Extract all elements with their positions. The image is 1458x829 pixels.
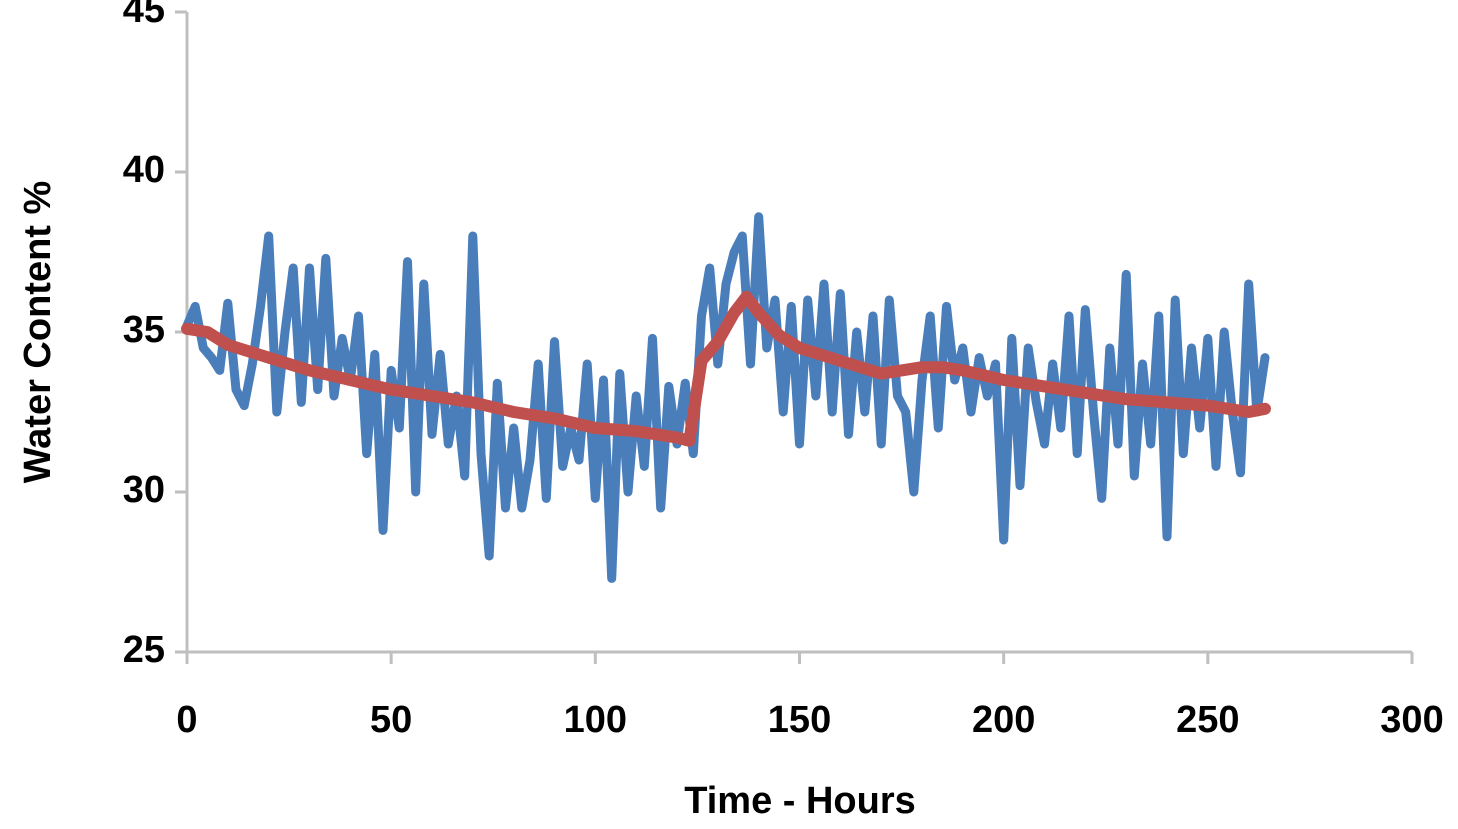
y-axis-label: Water Content % (17, 181, 59, 484)
y-tick-label: 35 (123, 309, 165, 351)
x-tick-label: 200 (972, 699, 1035, 741)
data-line (181, 290, 1271, 447)
x-tick-label: 50 (370, 699, 412, 741)
x-axis-label: Time - Hours (684, 780, 916, 822)
x-tick-label: 250 (1176, 699, 1239, 741)
y-tick-label: 25 (123, 629, 165, 671)
y-tick-label: 40 (123, 149, 165, 191)
data-line (182, 212, 1270, 583)
y-tick-label: 30 (123, 469, 165, 511)
x-tick-label: 300 (1380, 699, 1443, 741)
x-tick-label: 150 (768, 699, 831, 741)
x-tick-label: 100 (564, 699, 627, 741)
y-tick-label: 45 (123, 0, 165, 31)
x-tick-label: 0 (176, 699, 197, 741)
